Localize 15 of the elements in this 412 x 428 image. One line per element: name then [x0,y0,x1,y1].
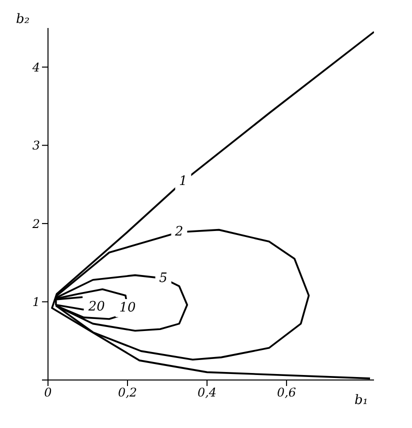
x-tick-label: 0,6 [276,386,296,400]
y-tick-label: 3 [32,138,40,153]
series-label: 20 [87,300,105,315]
y-tick-label: 1 [32,295,40,310]
y-tick-label: 2 [31,216,40,231]
series-label: 5 [159,270,168,286]
x-tick-label: 0,2 [118,386,138,400]
series-label: 1 [179,174,188,189]
x-tick-label: 0,4 [197,386,217,400]
y-axis-title: b₂ [16,12,30,28]
x-tick-label: 0 [44,386,52,400]
y-tick-label: 4 [31,60,40,74]
x-axis-title: b₁ [354,393,368,408]
series-label: 2 [174,224,184,240]
series-label: 10 [119,300,136,316]
